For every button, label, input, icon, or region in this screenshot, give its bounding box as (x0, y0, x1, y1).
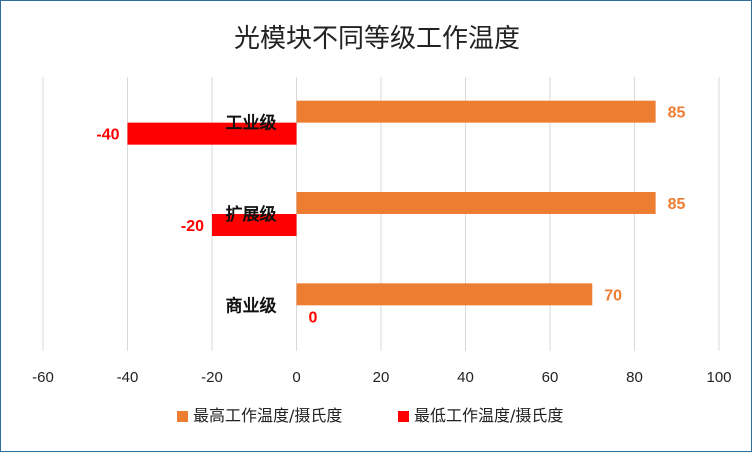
bar-max-temp (296, 283, 593, 306)
legend: 最高工作温度/摄氏度 最低工作温度/摄氏度 (177, 406, 563, 425)
data-label: 70 (604, 287, 622, 304)
bar-min-temp (212, 214, 297, 236)
x-tick-label: 80 (626, 369, 643, 386)
x-tick-label: 40 (457, 369, 474, 386)
bars (127, 100, 656, 306)
legend-swatch (398, 411, 409, 422)
legend-label: 最高工作温度/摄氏度 (193, 406, 342, 425)
chart-title: 光模块不同等级工作温度 (234, 24, 520, 54)
x-tick-label: 0 (292, 369, 300, 386)
x-tick-label: -20 (201, 369, 223, 386)
data-label: 85 (668, 105, 686, 122)
data-label: 0 (309, 309, 318, 326)
x-tick-label: 20 (373, 369, 390, 386)
x-tick-label: 100 (706, 369, 731, 386)
x-tick-label: -40 (117, 369, 139, 386)
bar-max-temp (296, 100, 656, 123)
category-label: 商业级 (226, 295, 277, 316)
legend-swatch (177, 411, 188, 422)
data-label: 85 (668, 196, 686, 213)
legend-label: 最低工作温度/摄氏度 (414, 406, 563, 425)
x-axis-ticks: -60 -40 -20 0 20 40 60 80 100 (32, 369, 731, 386)
x-tick-label: 60 (542, 369, 559, 386)
category-label: 工业级 (226, 113, 277, 134)
data-labels: 85 -40 85 -20 70 0 (96, 105, 685, 327)
data-label: -20 (181, 218, 204, 235)
bar-max-temp (296, 192, 656, 214)
data-label: -40 (96, 127, 119, 144)
x-tick-label: -60 (32, 369, 54, 386)
bar-min-temp (127, 122, 297, 145)
category-label: 扩展级 (226, 204, 277, 225)
